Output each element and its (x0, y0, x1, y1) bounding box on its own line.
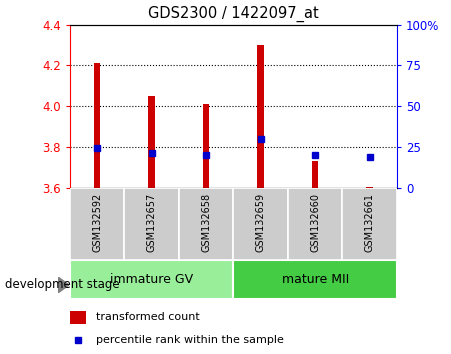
Text: mature MII: mature MII (281, 273, 349, 286)
Text: GSM132592: GSM132592 (92, 193, 102, 252)
Bar (234, 188, 288, 260)
Bar (342, 188, 397, 260)
Bar (366, 187, 373, 188)
Bar (234, 260, 397, 299)
Bar (70, 260, 234, 299)
Text: immature GV: immature GV (110, 273, 193, 286)
Text: transformed count: transformed count (96, 312, 200, 322)
Text: GSM132661: GSM132661 (364, 193, 375, 252)
Bar (94, 63, 101, 188)
Bar (148, 96, 155, 188)
Text: GSM132657: GSM132657 (147, 193, 156, 252)
Bar (203, 104, 209, 188)
Polygon shape (58, 277, 69, 293)
Bar (258, 45, 264, 188)
Text: GSM132660: GSM132660 (310, 193, 320, 252)
Bar (70, 311, 86, 324)
Bar (124, 188, 179, 260)
Bar (288, 188, 342, 260)
Text: GSM132658: GSM132658 (201, 193, 211, 252)
Bar (70, 188, 124, 260)
Text: development stage: development stage (5, 279, 119, 291)
Bar (179, 188, 234, 260)
Text: percentile rank within the sample: percentile rank within the sample (96, 335, 284, 346)
Bar (312, 161, 318, 188)
Text: GSM132659: GSM132659 (256, 193, 266, 252)
Title: GDS2300 / 1422097_at: GDS2300 / 1422097_at (148, 6, 319, 22)
